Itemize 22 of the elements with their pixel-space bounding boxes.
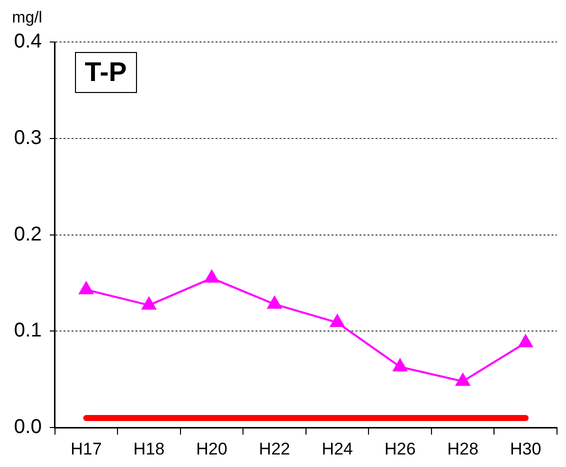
x-tick-label: H30 [510, 439, 542, 458]
x-tick-label: H18 [133, 439, 165, 458]
x-tick-label: H28 [447, 439, 478, 458]
y-tick-label: 0.3 [14, 126, 42, 149]
point [141, 296, 157, 310]
point [78, 280, 94, 294]
x-tick-label: H17 [70, 439, 102, 458]
x-tick-label: H20 [196, 439, 228, 458]
y-tick-label: 0.1 [14, 320, 42, 342]
y-tick-label: 0.2 [14, 223, 42, 246]
point [204, 269, 220, 283]
x-tick-label: H24 [322, 439, 353, 458]
point [392, 358, 408, 372]
y-tick-label: 0.4 [14, 30, 42, 53]
point [266, 295, 282, 309]
x-tick-label: H26 [384, 439, 416, 458]
point [455, 372, 471, 386]
y-axis-title: mg/l [12, 9, 42, 26]
point [329, 314, 346, 328]
x-tick-label: H22 [258, 439, 290, 458]
point [518, 334, 534, 348]
y-tick-label: 0.0 [14, 416, 42, 438]
